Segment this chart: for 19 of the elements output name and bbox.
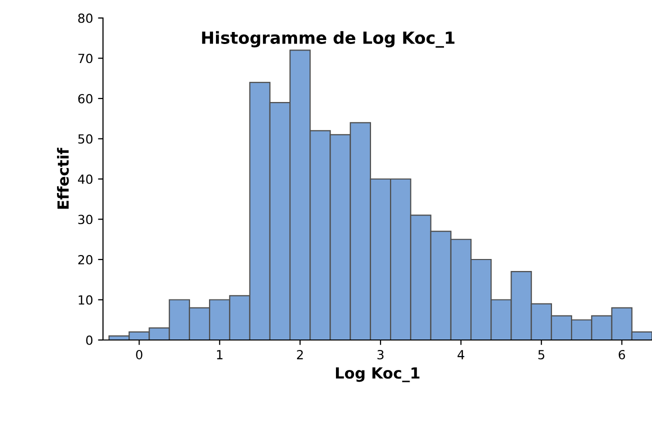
x-tick-label: 0 bbox=[136, 350, 142, 360]
y-tick-label: 20 bbox=[78, 254, 92, 264]
x-tick-label: 3 bbox=[377, 350, 384, 360]
y-tick-label: 70 bbox=[78, 54, 92, 64]
y-tick-label: 60 bbox=[78, 94, 92, 104]
y-axis-title: Effectif bbox=[57, 148, 69, 209]
y-tick-label: 10 bbox=[78, 295, 92, 305]
x-axis-title: Log Koc_1 bbox=[336, 367, 420, 382]
x-tick-label: 1 bbox=[217, 350, 222, 360]
x-tick-label: 4 bbox=[458, 350, 464, 360]
y-tick-label: 50 bbox=[78, 134, 92, 144]
y-tick-label: 80 bbox=[78, 13, 92, 23]
text: Histogramme de Log Koc_1 bbox=[202, 31, 454, 48]
y-tick-label: 40 bbox=[78, 174, 92, 184]
x-tick-label: 5 bbox=[538, 350, 544, 360]
y-tick-label: 30 bbox=[78, 214, 92, 224]
x-tick-label: 6 bbox=[618, 350, 626, 360]
y-tick-label: 0 bbox=[86, 335, 92, 345]
x-tick-label: 2 bbox=[297, 350, 303, 360]
